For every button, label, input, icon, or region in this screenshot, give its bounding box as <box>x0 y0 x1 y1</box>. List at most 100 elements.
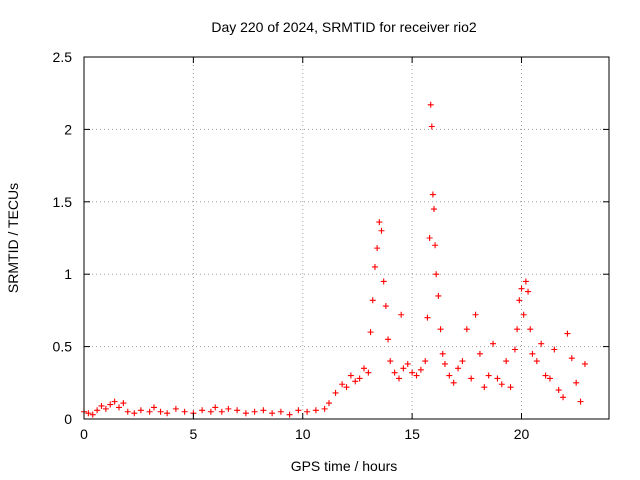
data-point <box>398 311 405 318</box>
y-tick-label: 2 <box>64 121 72 137</box>
data-point <box>581 360 588 367</box>
x-tick-label: 10 <box>295 426 311 442</box>
data-point <box>102 405 109 412</box>
data-point <box>413 372 420 379</box>
data-point <box>98 402 105 409</box>
data-point <box>431 206 437 213</box>
data-point <box>131 410 138 417</box>
data-point <box>212 404 219 411</box>
x-tick-label: 0 <box>80 426 88 442</box>
data-point <box>356 375 363 382</box>
data-point <box>157 408 164 415</box>
data-point <box>527 326 534 333</box>
data-point <box>529 350 536 357</box>
data-point <box>432 242 439 249</box>
data-point <box>164 410 171 417</box>
data-point <box>277 408 284 415</box>
data-point <box>494 375 501 382</box>
data-point <box>107 401 114 408</box>
data-point <box>343 384 350 391</box>
data-point <box>234 407 241 414</box>
data-point <box>525 288 532 295</box>
data-point <box>427 101 434 108</box>
data-point <box>332 389 339 396</box>
data-point <box>207 408 214 415</box>
data-point <box>269 410 276 417</box>
data-point <box>120 400 127 407</box>
x-tick-label: 5 <box>189 426 197 442</box>
data-point <box>369 297 376 304</box>
data-point <box>124 408 131 415</box>
data-point <box>137 407 144 414</box>
data-point <box>218 408 225 415</box>
axis-ticks <box>83 56 609 420</box>
data-point <box>516 297 523 304</box>
data-point <box>409 369 416 376</box>
data-point <box>538 340 545 347</box>
y-tick-label: 2.5 <box>53 49 73 65</box>
data-point <box>422 358 429 365</box>
data-point <box>564 330 571 337</box>
data-point <box>242 410 249 417</box>
data-point <box>378 227 385 234</box>
data-point <box>435 292 442 299</box>
data-point <box>371 263 378 270</box>
data-point <box>514 326 521 333</box>
data-point <box>417 366 424 373</box>
data-point <box>260 407 267 414</box>
y-tick-label: 1.5 <box>53 194 73 210</box>
data-point <box>476 350 483 357</box>
data-point <box>463 326 470 333</box>
data-point <box>396 375 402 382</box>
data-point <box>511 346 518 353</box>
data-points <box>81 101 588 418</box>
data-point <box>326 400 332 407</box>
data-point <box>181 408 188 415</box>
data-point <box>426 235 433 241</box>
data-point <box>225 405 232 412</box>
data-point <box>503 358 510 365</box>
data-point <box>573 379 580 386</box>
data-point <box>382 303 389 310</box>
data-point <box>151 404 157 411</box>
data-point <box>481 384 488 391</box>
data-point <box>376 219 383 226</box>
data-point <box>577 398 584 405</box>
data-point <box>522 278 529 285</box>
data-point <box>85 410 92 417</box>
data-point <box>498 381 505 388</box>
data-point <box>94 407 101 414</box>
data-point <box>286 411 293 418</box>
y-tick-label: 1 <box>64 266 72 282</box>
data-point <box>321 405 328 412</box>
data-point <box>365 369 372 376</box>
data-point <box>404 360 411 367</box>
data-point <box>374 245 381 252</box>
x-axis-label: GPS time / hours <box>291 458 398 474</box>
chart-title: Day 220 of 2024, SRMTID for receiver rio… <box>211 19 477 35</box>
data-point <box>339 381 346 388</box>
data-point <box>459 358 466 365</box>
data-point <box>441 360 448 367</box>
grid-lines <box>84 57 609 419</box>
y-tick-label: 0 <box>64 411 72 427</box>
data-point <box>391 369 398 376</box>
data-point <box>542 372 549 379</box>
data-point <box>560 394 567 401</box>
data-point <box>439 350 446 357</box>
data-point <box>295 407 302 414</box>
data-point <box>400 365 407 372</box>
data-point <box>367 329 374 336</box>
x-tick-label: 20 <box>514 426 530 442</box>
data-point <box>312 407 319 414</box>
y-tick-label: 0.5 <box>53 339 73 355</box>
data-point <box>89 411 96 418</box>
x-tick-label: 15 <box>404 426 420 442</box>
data-point <box>455 365 462 372</box>
data-point <box>533 358 540 365</box>
data-point <box>347 372 354 379</box>
data-point <box>429 191 436 198</box>
data-point <box>490 340 497 347</box>
data-point <box>568 355 575 362</box>
data-point <box>352 378 359 385</box>
